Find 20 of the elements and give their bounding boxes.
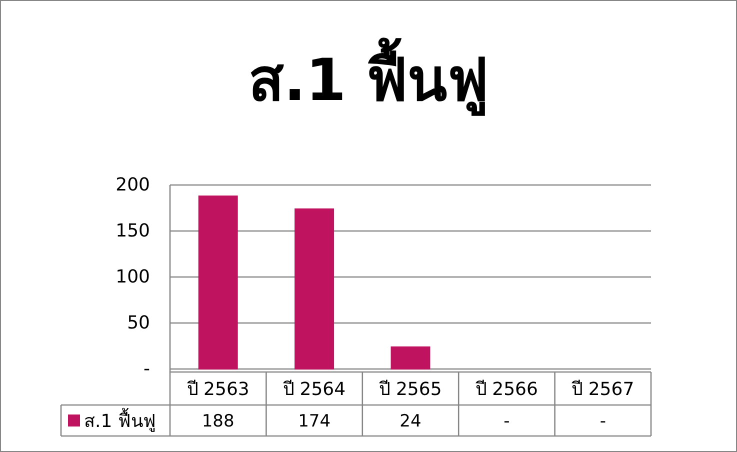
data-label: 188: [202, 412, 234, 432]
bar: [294, 208, 334, 370]
data-label: 24: [400, 412, 422, 432]
legend-label: ส.1 ฟื้นฟู: [84, 408, 156, 432]
y-tick-label: 200: [116, 174, 150, 196]
bar: [390, 346, 430, 370]
x-tick-label: ปี 2564: [283, 379, 346, 400]
data-label: -: [600, 412, 606, 432]
y-tick-label: 50: [127, 312, 150, 334]
x-tick-label: ปี 2566: [475, 379, 538, 400]
y-tick-label: 150: [116, 220, 150, 242]
x-tick-label: ปี 2567: [572, 379, 634, 400]
bar: [198, 196, 238, 370]
y-tick-label: -: [144, 358, 150, 380]
data-label: -: [504, 412, 510, 432]
y-tick-label: 100: [116, 266, 150, 288]
x-tick-label: ปี 2563: [186, 379, 250, 400]
x-tick-label: ปี 2565: [379, 379, 442, 400]
chart-title: ส.1 ฟื้นฟู: [248, 38, 488, 116]
data-label: 174: [298, 412, 331, 432]
